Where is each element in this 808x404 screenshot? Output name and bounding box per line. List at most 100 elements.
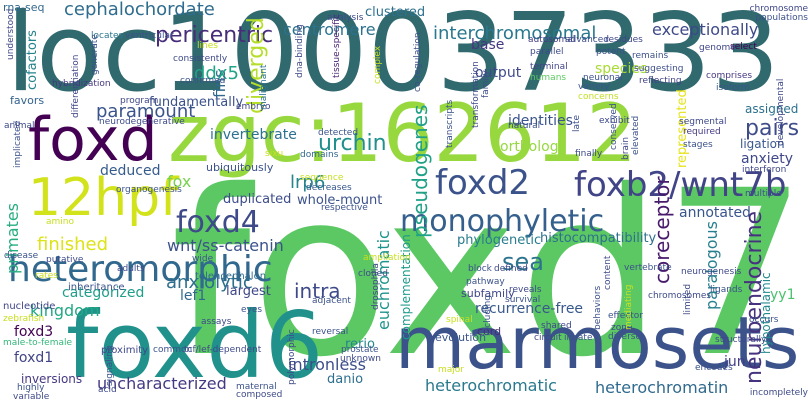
word-intra: intra (294, 279, 341, 303)
word-sixu: sixu (265, 149, 284, 159)
word-elevated: elevated (631, 115, 641, 155)
word-multiple: multiple (745, 189, 782, 199)
word-embryo: embryo (236, 102, 271, 112)
word-unknown: unknown (340, 354, 381, 364)
word-heterochromatic: heterochromatic (425, 376, 557, 395)
word-wnt-ss-catenin: wnt/ss-catenin (167, 236, 284, 255)
word-deduced: deduced (100, 163, 161, 179)
word-advanced: advanced (565, 35, 609, 45)
word-proximity: proximity (101, 345, 149, 356)
word-foxd: foxd (28, 105, 158, 175)
word-loc100037333: loc100037333 (6, 0, 780, 116)
word-developmental: developmental (776, 78, 786, 146)
word-required: required (683, 127, 721, 137)
word-clustered: clustered (365, 5, 426, 20)
word-ubiquitously: ubiquitously (206, 161, 274, 174)
word-exhibit: exhibit (599, 116, 630, 126)
word-marmosets: marmosets (395, 301, 800, 385)
word-interchromosomal: interchromosomal (433, 23, 597, 44)
word-zebrafish: zebrafish (3, 314, 45, 324)
word-variable: variable (13, 392, 50, 402)
word-ventricular: ventricular (125, 31, 174, 41)
word-inheritance: inheritance (68, 282, 125, 293)
word-transformation: transformation (471, 61, 481, 128)
word-neurogenesis: neurogenesis (681, 267, 742, 277)
word-base: base (471, 37, 505, 53)
word-danio: danio (327, 372, 364, 387)
word-male-to-female: male-to-female (3, 338, 73, 348)
word-malignant: malignant (259, 64, 269, 110)
word-behaviors: behaviors (593, 285, 603, 330)
word-defined: defined (494, 264, 528, 274)
word-wide: wide (192, 254, 214, 264)
word-eyes: eyes (241, 305, 263, 315)
word-telencephalon: telencephalon (195, 271, 267, 282)
word-pseudogenes: pseudogenes (408, 104, 432, 238)
word-putative: putative (46, 255, 84, 265)
word-cloned: cloned (358, 269, 388, 279)
word-jun: jun (724, 354, 746, 370)
word-subfamily: subfamily (461, 287, 515, 300)
word-primates: primates (3, 202, 22, 274)
word-content: content (603, 255, 613, 290)
word-anxiety: anxiety (741, 151, 794, 167)
word-potent: potent (596, 47, 626, 57)
word-adults: adults (117, 264, 145, 274)
word-shared: shared (541, 321, 572, 331)
word-acid: acid (98, 385, 117, 395)
word-signaling: signaling (105, 345, 115, 386)
word-foxd6: foxd6 (66, 292, 324, 399)
word-isoform: isoform (716, 83, 750, 93)
word-concerns: concerns (578, 92, 619, 102)
word-prostate: prostate (341, 345, 379, 355)
word-populations: populations (755, 13, 808, 23)
word-confirmed: confirmed (180, 76, 226, 86)
word-sequence: sequence (300, 173, 344, 183)
word-exceptionally: exceptionally (652, 20, 759, 39)
word-incompletely: incompletely (749, 388, 808, 398)
word-highly: highly (17, 383, 45, 393)
word-rates: rates (35, 271, 58, 281)
word-hybridization: hybridization (52, 79, 111, 89)
word-cephalochordate: cephalochordate (64, 0, 215, 20)
word-complementation: complementation (399, 234, 413, 340)
word-rerio: rerio (345, 337, 375, 352)
word-diverse: diverse (608, 332, 642, 342)
word-finally: finally (575, 149, 603, 159)
word-tissue-specific: tissue-specific (332, 14, 342, 78)
word-centromere: centromere (283, 20, 376, 39)
word-invertebrate: invertebrate (210, 127, 297, 143)
word-genome: genome (699, 43, 736, 53)
word-stages: stages (683, 140, 713, 150)
word-urchin: urchin (318, 131, 387, 156)
word-zgc-162612: zgc:162612 (168, 87, 638, 180)
word-lef1: lef1 (180, 288, 207, 304)
word-neurodegenerative: neurodegenerative (99, 117, 185, 127)
word-neuronal: neuronal (583, 73, 623, 83)
word-lines: lines (197, 41, 218, 51)
word-foxd3: foxd3 (14, 324, 54, 340)
word-disease: disease (4, 251, 39, 261)
word-identities: identities (508, 113, 573, 129)
word-reversal: reversal (312, 327, 349, 337)
word-heterochromatin: heterochromatin (595, 378, 729, 397)
word-co-regulation: co-regulation (413, 32, 423, 92)
word-understood: understood (6, 8, 16, 60)
word-favors: favors (10, 94, 45, 107)
word-ampliation: ampliation (363, 253, 411, 263)
word-respective: respective (321, 203, 368, 213)
word-drosophila: drosophila (371, 263, 381, 310)
word-autosomal: autosomal (528, 35, 576, 45)
word-block: block (468, 264, 492, 274)
word-uncharacterized: uncharacterized (97, 374, 227, 393)
word-reflecting: reflecting (639, 76, 682, 86)
word-transcripts: transcripts (445, 99, 455, 148)
word-pairs: pairs (745, 116, 800, 141)
word-animal: animal (4, 121, 35, 131)
word-spinal: spinal (446, 315, 473, 325)
word-vertebrate: vertebrate (624, 263, 672, 273)
word-categorized: categorized (62, 285, 145, 301)
word-chromosome: chromosome (749, 4, 808, 14)
word-pericentric: pericentric (155, 23, 274, 48)
